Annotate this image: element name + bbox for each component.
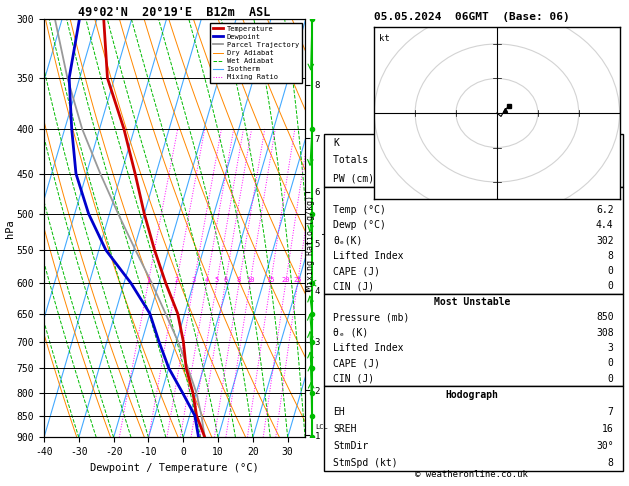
Text: CIN (J): CIN (J): [333, 374, 374, 383]
Y-axis label: hPa: hPa: [5, 219, 15, 238]
X-axis label: Dewpoint / Temperature (°C): Dewpoint / Temperature (°C): [90, 463, 259, 473]
Text: 16: 16: [602, 424, 613, 434]
Text: θₑ(K): θₑ(K): [333, 236, 362, 245]
Text: 2: 2: [174, 277, 179, 283]
Text: Dewp (°C): Dewp (°C): [333, 220, 386, 230]
Text: 10: 10: [246, 277, 254, 283]
Text: Surface: Surface: [451, 190, 493, 200]
Text: CAPE (J): CAPE (J): [333, 358, 380, 368]
Text: EH: EH: [333, 407, 345, 417]
Text: SREH: SREH: [333, 424, 357, 434]
Text: Lifted Index: Lifted Index: [333, 251, 404, 261]
Text: 49: 49: [602, 156, 613, 165]
Text: © weatheronline.co.uk: © weatheronline.co.uk: [415, 469, 528, 479]
Text: StmDir: StmDir: [333, 441, 369, 451]
Text: 5: 5: [214, 277, 219, 283]
Text: 8: 8: [237, 277, 242, 283]
Text: 1: 1: [146, 277, 150, 283]
Text: 3: 3: [192, 277, 196, 283]
Text: 20: 20: [281, 277, 290, 283]
Text: 3: 3: [608, 343, 613, 353]
Text: 18: 18: [602, 138, 613, 148]
Text: 7: 7: [608, 407, 613, 417]
Text: CIN (J): CIN (J): [333, 281, 374, 292]
Text: 1.03: 1.03: [590, 173, 613, 183]
Text: kt: kt: [379, 34, 390, 43]
Text: 0: 0: [608, 266, 613, 276]
Text: 05.05.2024  06GMT  (Base: 06): 05.05.2024 06GMT (Base: 06): [374, 12, 570, 22]
Text: 4: 4: [204, 277, 209, 283]
Text: K: K: [333, 138, 339, 148]
Title: 49°02'N  20°19'E  B12m  ASL: 49°02'N 20°19'E B12m ASL: [79, 6, 270, 19]
Text: 0: 0: [608, 281, 613, 292]
Text: 6.2: 6.2: [596, 205, 613, 215]
Text: 6: 6: [223, 277, 228, 283]
Text: StmSpd (kt): StmSpd (kt): [333, 458, 398, 468]
Text: Pressure (mb): Pressure (mb): [333, 312, 409, 322]
Text: 4.4: 4.4: [596, 220, 613, 230]
Bar: [324, 386, 623, 471]
Text: LCL: LCL: [314, 424, 328, 430]
Text: Temp (°C): Temp (°C): [333, 205, 386, 215]
Text: 0: 0: [608, 374, 613, 383]
Text: 302: 302: [596, 236, 613, 245]
Text: 8: 8: [608, 251, 613, 261]
Text: Hodograph: Hodograph: [445, 390, 498, 400]
Text: Lifted Index: Lifted Index: [333, 343, 404, 353]
Text: 15: 15: [266, 277, 275, 283]
Text: 30°: 30°: [596, 441, 613, 451]
Y-axis label: km
ASL: km ASL: [321, 220, 343, 237]
Bar: [324, 294, 623, 386]
Text: θₑ (K): θₑ (K): [333, 328, 369, 337]
Text: 8: 8: [608, 458, 613, 468]
Text: Totals Totals: Totals Totals: [333, 156, 409, 165]
Text: PW (cm): PW (cm): [333, 173, 374, 183]
Bar: [324, 187, 623, 294]
Text: Mixing Ratio (g/kg): Mixing Ratio (g/kg): [306, 195, 314, 291]
Text: 308: 308: [596, 328, 613, 337]
Text: 850: 850: [596, 312, 613, 322]
Text: 25: 25: [293, 277, 302, 283]
Legend: Temperature, Dewpoint, Parcel Trajectory, Dry Adiabat, Wet Adiabat, Isotherm, Mi: Temperature, Dewpoint, Parcel Trajectory…: [210, 23, 301, 83]
Text: 0: 0: [608, 358, 613, 368]
Text: CAPE (J): CAPE (J): [333, 266, 380, 276]
Bar: [324, 134, 623, 187]
Text: Most Unstable: Most Unstable: [433, 297, 510, 307]
